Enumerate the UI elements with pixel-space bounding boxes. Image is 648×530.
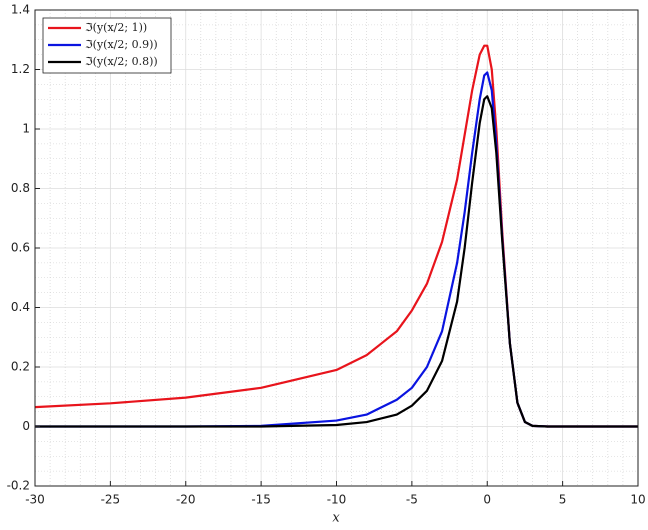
x-tick-label: 0	[483, 493, 491, 507]
legend-label: ℑ(y(x/2; 0.9))	[85, 38, 158, 51]
ticks: -30 -25 -20 -15 -10 -5 0 5 10 -0.2 0 0.2 0.4 0.6 0.8 1 1…	[7, 3, 646, 507]
legend-label: ℑ(y(x/2; 0.8))	[85, 55, 158, 68]
y-tick-label: 1.4	[11, 3, 30, 17]
x-tick-label: -5	[406, 493, 418, 507]
y-tick-label: -0.2	[7, 479, 30, 493]
x-tick-label: -10	[327, 493, 347, 507]
x-tick-label: -15	[251, 493, 271, 507]
x-tick-label: -25	[101, 493, 121, 507]
y-tick-label: 0	[22, 419, 30, 433]
y-tick-label: 0.6	[11, 241, 30, 255]
x-tick-label: -30	[25, 493, 45, 507]
x-tick-label: 5	[559, 493, 567, 507]
legend: ℑ(y(x/2; 1)) ℑ(y(x/2; 0.9)) ℑ(y(x/2; 0.8))	[42, 17, 172, 74]
y-tick-label: 1	[22, 122, 30, 136]
x-tick-label: -20	[176, 493, 196, 507]
line-series	[35, 95, 638, 428]
y-tick-label: 1.2	[11, 62, 30, 76]
y-tick-label: 0.4	[11, 300, 30, 314]
lines	[34, 44, 638, 428]
y-tick-label: 0.8	[11, 181, 30, 195]
legend-label: ℑ(y(x/2; 1))	[85, 21, 147, 34]
y-tick-label: 0.2	[11, 360, 30, 374]
x-axis-label: x	[332, 511, 340, 526]
x-tick-label: 10	[630, 493, 645, 507]
